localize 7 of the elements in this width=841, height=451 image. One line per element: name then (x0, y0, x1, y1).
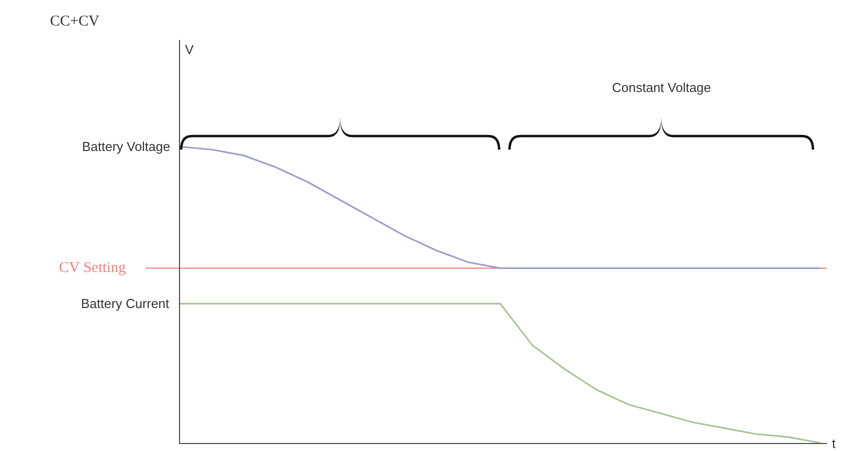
text: Constant Voltage (612, 80, 712, 95)
ref-line-label: CV Setting (59, 260, 126, 276)
annotation: Battery Voltage (82, 139, 170, 154)
x-axis-title: t (832, 436, 836, 451)
text: V (185, 42, 194, 57)
annotation: Battery Current (81, 296, 170, 311)
chart-title: CC+CV (50, 13, 100, 30)
